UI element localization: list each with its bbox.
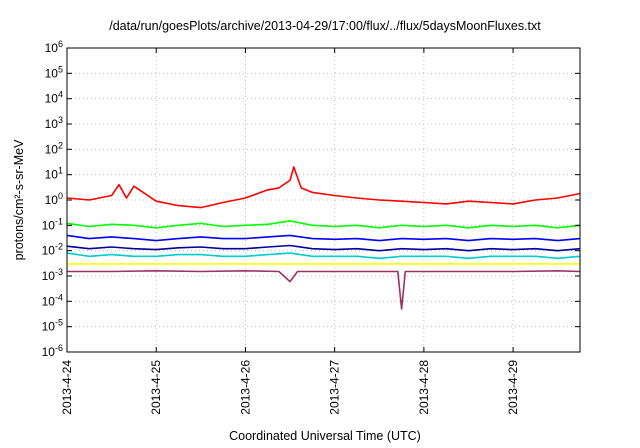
series-line: [66, 220, 581, 229]
y-tick-exponent: 2: [58, 140, 63, 150]
y-axis-ticks: 10-610-510-410-310-210-11001011021031041…: [42, 39, 580, 359]
y-tick-exponent: 6: [58, 39, 63, 49]
series-line: [66, 234, 581, 242]
y-tick-exponent: -2: [55, 242, 63, 252]
x-tick-label: 2013-4-27: [328, 360, 342, 415]
series-line: [66, 252, 581, 260]
y-axis-title: protons/cm²-s-sr-MeV: [12, 139, 26, 261]
x-axis-title: Coordinated Universal Time (UTC): [229, 429, 421, 443]
x-tick-label: 2013-4-29: [506, 360, 520, 415]
x-tick-label: 2013-4-25: [149, 360, 163, 415]
y-tick-exponent: -1: [55, 216, 63, 226]
series-line: [66, 166, 581, 209]
series-line: [67, 269, 581, 310]
y-tick-exponent: -3: [55, 267, 63, 277]
y-tick-exponent: -5: [55, 318, 63, 328]
x-tick-label: 2013-4-26: [238, 360, 252, 415]
y-tick-exponent: 3: [58, 115, 63, 125]
x-axis-ticks: 2013-4-24 2013-4-25 2013-4-26 2013-4-27 2013…: [60, 48, 520, 415]
y-tick-exponent: 0: [58, 191, 63, 201]
chart-title: /data/run/goesPlots/archive/2013-04-29/1…: [109, 19, 541, 33]
y-tick-exponent: -4: [55, 292, 63, 302]
y-tick-exponent: 4: [58, 90, 63, 100]
series-line: [66, 244, 581, 252]
x-tick-label: 2013-4-28: [417, 360, 431, 415]
y-tick-exponent: -6: [55, 343, 63, 353]
x-tick-label: 2013-4-24: [60, 360, 74, 415]
gridlines: [67, 48, 580, 352]
data-series: [66, 166, 581, 310]
y-tick-exponent: 1: [58, 166, 63, 176]
y-tick-exponent: 5: [58, 64, 63, 74]
